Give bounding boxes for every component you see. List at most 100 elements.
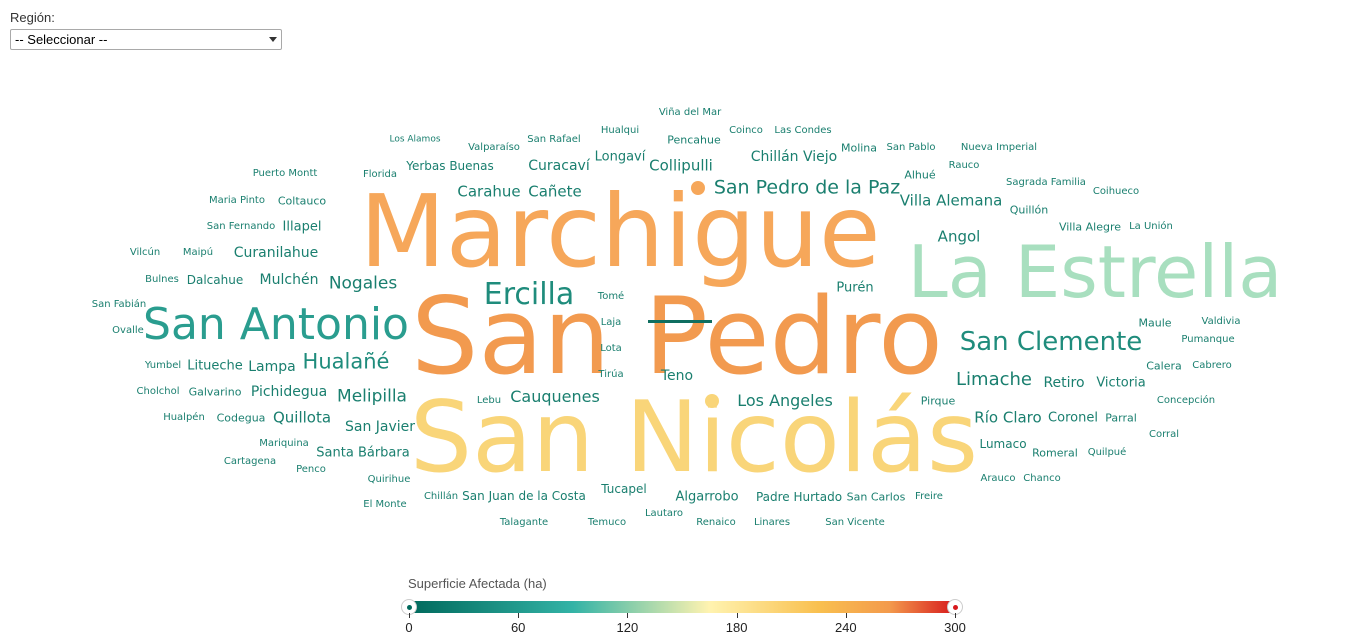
cloud-word[interactable]: San Vicente bbox=[825, 517, 885, 528]
cloud-word[interactable]: Purén bbox=[836, 280, 874, 296]
cloud-word[interactable]: Coinco bbox=[729, 125, 763, 136]
cloud-word[interactable]: Pirque bbox=[920, 394, 956, 408]
cloud-word[interactable]: Melipilla bbox=[337, 386, 407, 407]
cloud-word[interactable]: Linares bbox=[753, 517, 791, 528]
cloud-word[interactable]: Cartagena bbox=[223, 456, 277, 467]
cloud-word[interactable]: Hualpén bbox=[163, 412, 205, 423]
cloud-word[interactable]: Cañete bbox=[528, 182, 582, 201]
cloud-word[interactable]: Quirihue bbox=[367, 474, 411, 485]
cloud-word[interactable]: Bulnes bbox=[145, 274, 179, 285]
cloud-word[interactable]: San Nicolás bbox=[409, 381, 979, 495]
cloud-word[interactable]: Codegua bbox=[216, 411, 266, 425]
cloud-word[interactable]: San Fabián bbox=[91, 299, 147, 310]
cloud-word[interactable]: Limache bbox=[956, 369, 1032, 390]
cloud-word[interactable]: Teno bbox=[660, 368, 694, 384]
cloud-word[interactable]: Curanilahue bbox=[233, 245, 319, 261]
cloud-word[interactable]: Victoria bbox=[1096, 375, 1146, 391]
cloud-word[interactable]: El Monte bbox=[363, 499, 407, 510]
cloud-word[interactable]: Santa Bárbara bbox=[316, 445, 410, 461]
cloud-word[interactable]: Quillota bbox=[272, 408, 332, 427]
cloud-word[interactable]: Chanco bbox=[1023, 473, 1061, 484]
cloud-word[interactable]: Nueva Imperial bbox=[960, 142, 1038, 153]
cloud-word[interactable]: San Fernando bbox=[206, 221, 276, 232]
cloud-word[interactable]: Sagrada Familia bbox=[1006, 177, 1086, 188]
cloud-word[interactable]: Ercilla bbox=[483, 277, 575, 312]
cloud-word[interactable]: Coronel bbox=[1048, 410, 1098, 426]
cloud-word[interactable]: Hualañé bbox=[302, 349, 390, 374]
cloud-word[interactable]: Chillán Viejo bbox=[750, 149, 838, 165]
cloud-word[interactable]: Maipú bbox=[182, 247, 214, 258]
cloud-word[interactable]: Marchigue bbox=[359, 173, 881, 290]
cloud-word[interactable]: San Antonio bbox=[143, 299, 409, 350]
cloud-word[interactable]: La Estrella bbox=[907, 230, 1283, 314]
cloud-word[interactable]: Villa Alegre bbox=[1058, 220, 1122, 234]
cloud-word[interactable]: Río Claro bbox=[974, 408, 1042, 427]
cloud-word[interactable]: Cauquenes bbox=[510, 387, 600, 406]
cloud-word[interactable]: Laja bbox=[600, 317, 622, 328]
cloud-word[interactable]: Pencahue bbox=[667, 133, 721, 147]
cloud-word[interactable]: Lota bbox=[600, 343, 622, 354]
cloud-word[interactable]: Lautaro bbox=[644, 508, 684, 519]
cloud-word[interactable]: San Carlos bbox=[846, 490, 906, 504]
cloud-word[interactable]: Villa Alemana bbox=[899, 191, 1003, 210]
cloud-word[interactable]: Freire bbox=[915, 491, 943, 502]
cloud-word[interactable]: Florida bbox=[362, 169, 398, 180]
cloud-word[interactable]: Carahue bbox=[457, 182, 521, 201]
cloud-word[interactable]: Hualqui bbox=[600, 125, 640, 136]
cloud-word[interactable]: Rauco bbox=[948, 160, 980, 171]
cloud-word[interactable]: San Javier bbox=[344, 419, 416, 435]
cloud-word[interactable]: Pumanque bbox=[1181, 334, 1235, 345]
cloud-word[interactable]: Parral bbox=[1105, 411, 1137, 425]
cloud-word[interactable]: San Rafael bbox=[527, 134, 581, 145]
cloud-word[interactable]: Angol bbox=[937, 227, 981, 246]
cloud-word[interactable]: Tomé bbox=[597, 291, 625, 302]
region-select[interactable]: -- Seleccionar -- bbox=[10, 29, 282, 50]
cloud-word[interactable]: Romeral bbox=[1032, 446, 1078, 460]
cloud-word[interactable]: Coltauco bbox=[277, 194, 327, 208]
cloud-word[interactable]: San Pedro bbox=[411, 275, 943, 398]
cloud-word[interactable]: Ovalle bbox=[112, 325, 144, 336]
cloud-word[interactable]: Tirúa bbox=[598, 369, 624, 380]
cloud-word[interactable]: Maule bbox=[1138, 316, 1172, 330]
cloud-word[interactable]: Corral bbox=[1148, 429, 1180, 440]
cloud-word[interactable]: Quilpué bbox=[1087, 447, 1127, 458]
cloud-word[interactable]: San Pedro de la Paz bbox=[713, 176, 901, 199]
cloud-word[interactable]: Los Angeles bbox=[737, 391, 833, 410]
cloud-word[interactable]: Algarrobo bbox=[675, 489, 739, 505]
cloud-word[interactable]: Quillón bbox=[1009, 203, 1049, 217]
cloud-word[interactable]: La Unión bbox=[1129, 221, 1173, 232]
cloud-word[interactable]: Yerbas Buenas bbox=[406, 159, 494, 173]
cloud-word[interactable]: Lumaco bbox=[979, 437, 1027, 451]
cloud-word[interactable]: Lebu bbox=[476, 395, 502, 406]
cloud-word[interactable]: Calera bbox=[1146, 359, 1182, 373]
cloud-word[interactable]: Molina bbox=[840, 141, 878, 155]
cloud-word[interactable]: Retiro bbox=[1043, 375, 1085, 391]
cloud-word[interactable]: Collipulli bbox=[649, 156, 713, 175]
cloud-word[interactable]: Arauco bbox=[980, 473, 1016, 484]
cloud-word[interactable]: Penco bbox=[296, 464, 326, 475]
cloud-word[interactable]: Coihueco bbox=[1092, 186, 1140, 197]
cloud-word[interactable]: Valparaíso bbox=[468, 142, 520, 153]
cloud-word[interactable]: Illapel bbox=[282, 219, 322, 235]
cloud-word[interactable]: Tucapel bbox=[601, 482, 647, 496]
cloud-word[interactable]: Dalcahue bbox=[186, 273, 244, 287]
cloud-word[interactable]: San Clemente bbox=[959, 327, 1143, 357]
cloud-word[interactable]: Mulchén bbox=[259, 272, 319, 288]
cloud-word[interactable]: Padre Hurtado bbox=[755, 490, 843, 504]
cloud-word[interactable]: Cabrero bbox=[1192, 360, 1232, 371]
cloud-word[interactable]: Valdivia bbox=[1201, 316, 1241, 327]
cloud-word[interactable]: Los Alamos bbox=[389, 134, 441, 145]
cloud-word[interactable]: Temuco bbox=[587, 517, 627, 528]
cloud-word[interactable]: Viña del Mar bbox=[658, 107, 722, 118]
cloud-word[interactable]: Yumbel bbox=[144, 360, 182, 371]
cloud-word[interactable]: Galvarino bbox=[188, 385, 242, 399]
cloud-word[interactable]: Longaví bbox=[594, 149, 646, 165]
cloud-word[interactable]: Talagante bbox=[499, 517, 549, 528]
cloud-word[interactable]: Litueche bbox=[187, 358, 243, 374]
cloud-word[interactable]: Nogales bbox=[328, 273, 398, 294]
cloud-word[interactable]: Vilcún bbox=[129, 247, 161, 258]
cloud-word[interactable]: Concepción bbox=[1156, 395, 1216, 406]
cloud-word[interactable]: Puerto Montt bbox=[252, 168, 318, 179]
cloud-word[interactable]: Chillán bbox=[423, 491, 459, 502]
cloud-word[interactable]: Cholchol bbox=[136, 386, 180, 397]
